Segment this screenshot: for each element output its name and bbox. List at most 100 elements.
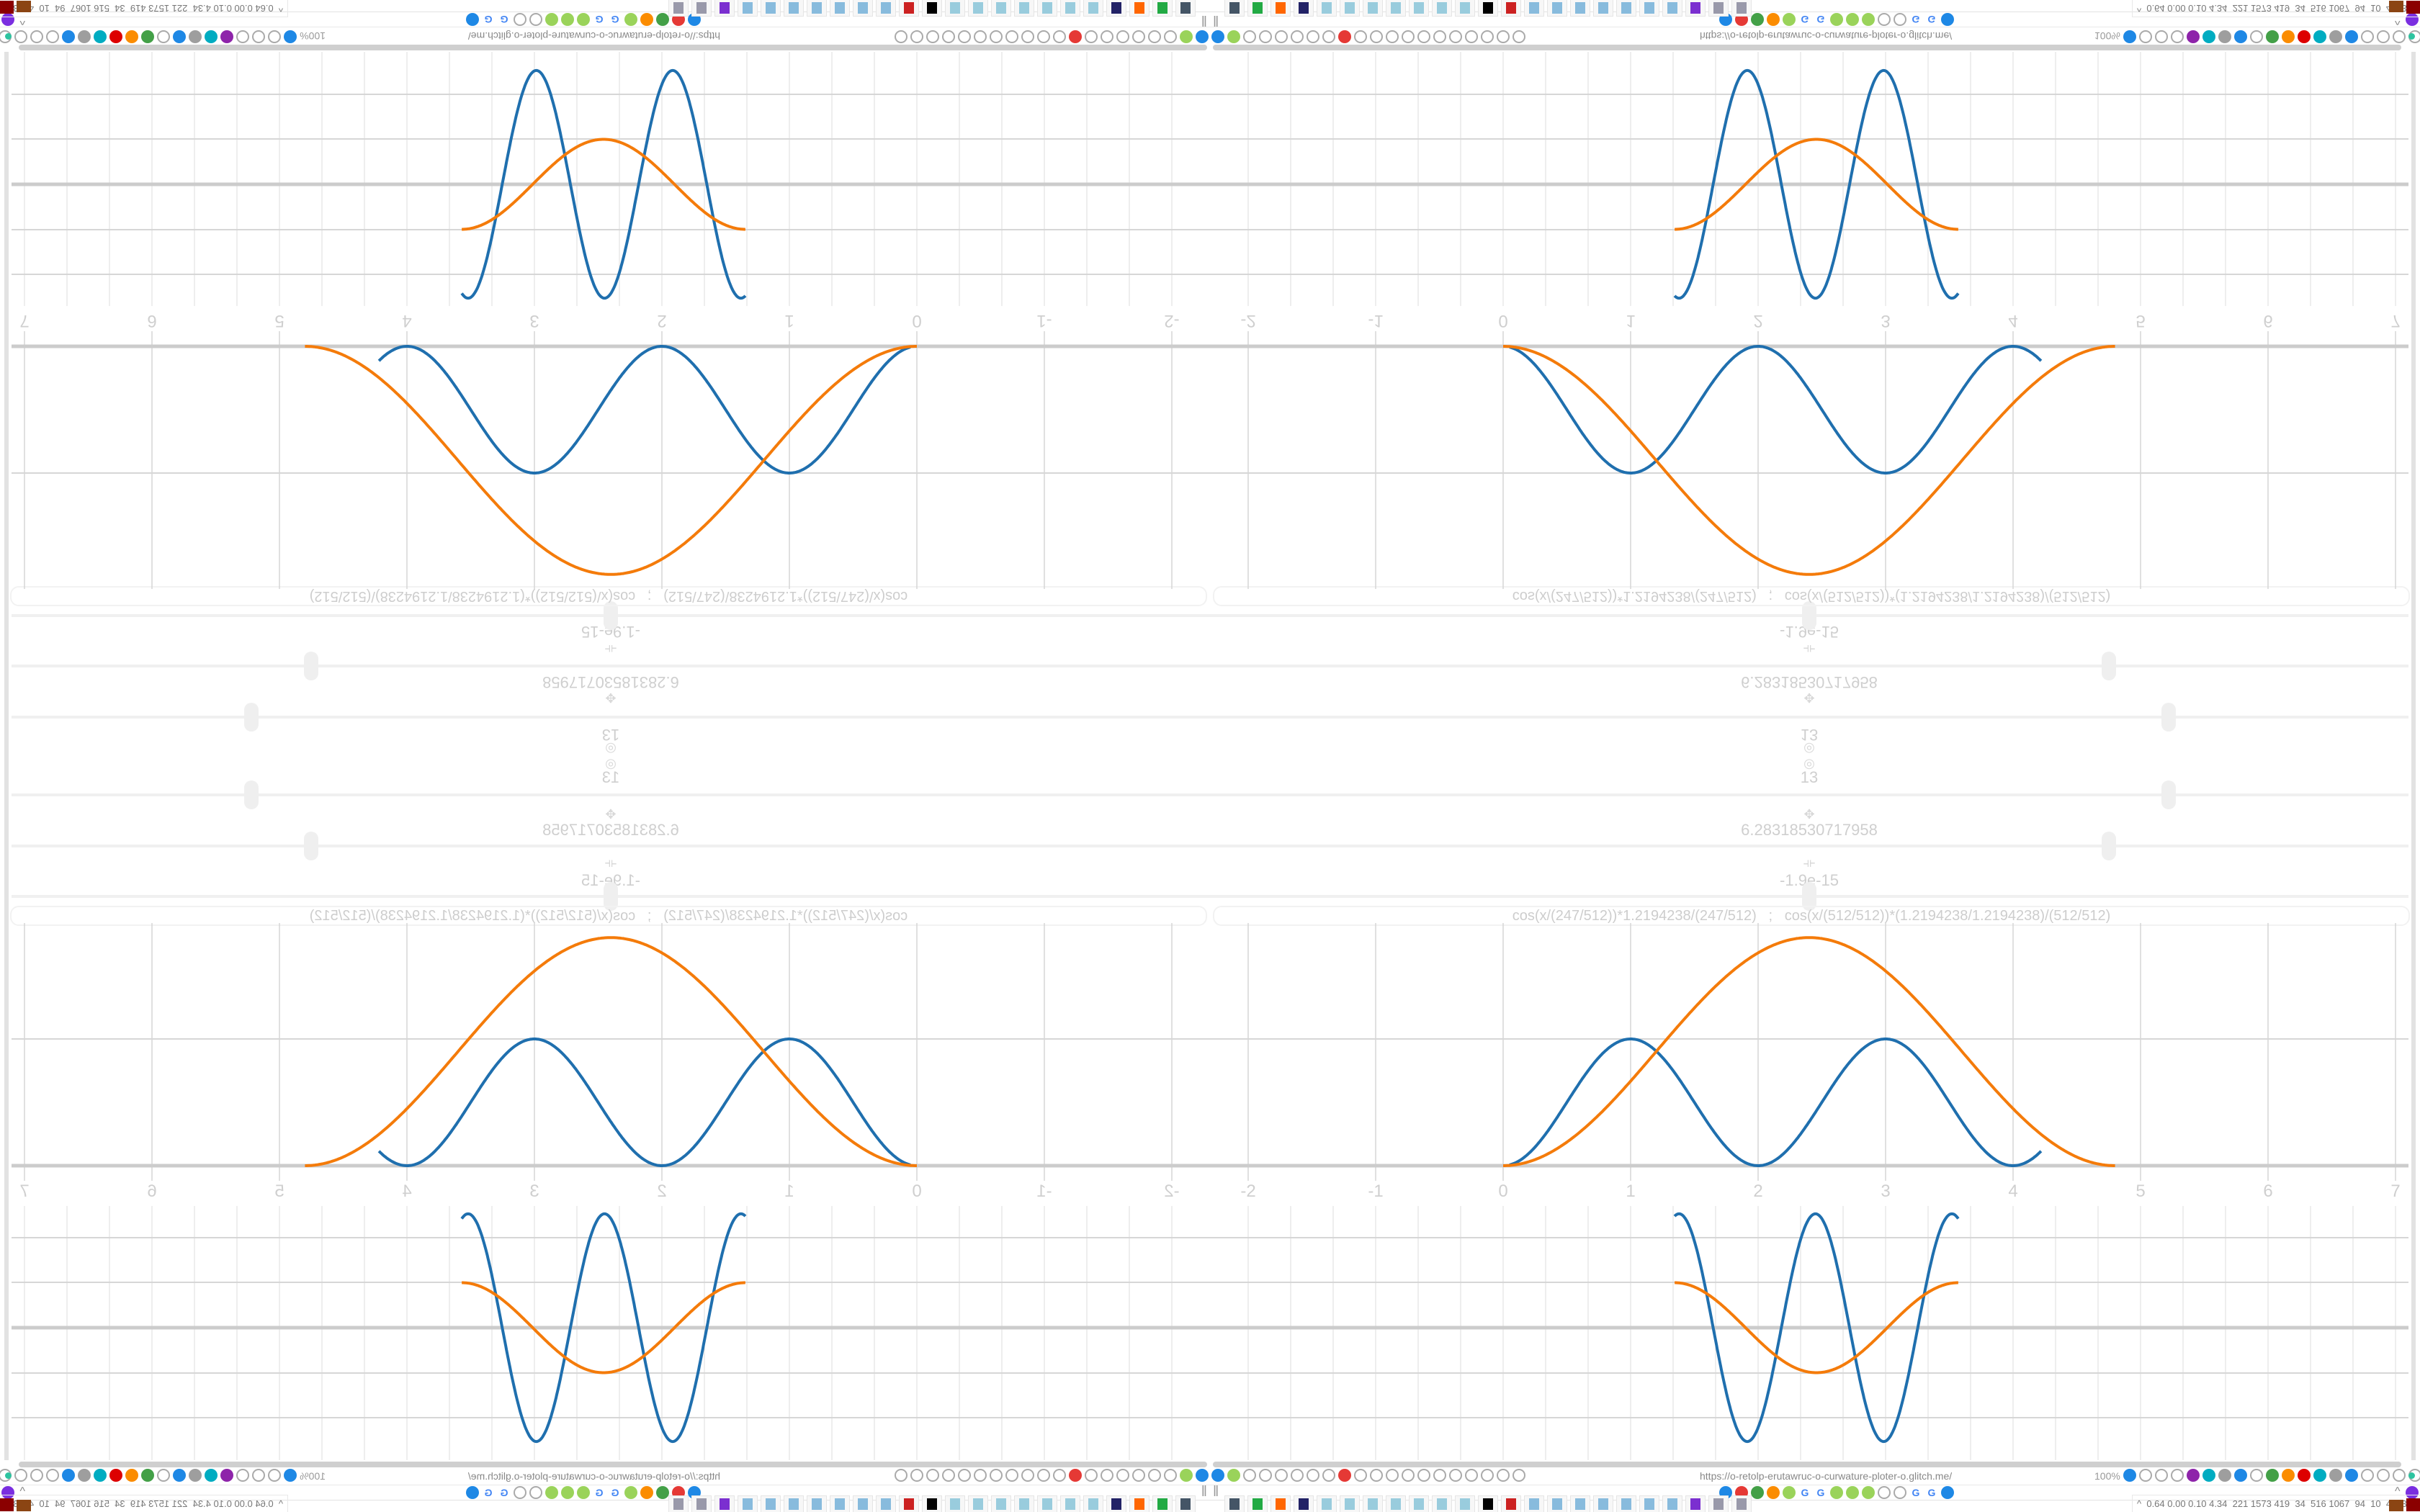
horizontal-scrollbar[interactable] <box>19 1462 1207 1467</box>
reload-icon[interactable] <box>2171 30 2184 43</box>
circle-icon[interactable] <box>974 1469 987 1482</box>
color-picker-icon[interactable] <box>205 1469 218 1482</box>
globe-icon[interactable] <box>1243 1469 1256 1482</box>
leaf-icon[interactable] <box>624 1486 637 1499</box>
document-app[interactable] <box>691 0 712 17</box>
vertical-scrollbar[interactable] <box>4 756 9 1460</box>
red-record-icon[interactable] <box>109 30 122 43</box>
upload-icon[interactable] <box>2282 30 2295 43</box>
horizontal-scrollbar[interactable] <box>1213 45 2401 50</box>
calculator-app[interactable] <box>784 1495 804 1512</box>
green-g-icon[interactable] <box>1830 13 1843 26</box>
circle-icon[interactable] <box>1433 1469 1446 1482</box>
firefox-app[interactable] <box>1129 1495 1150 1512</box>
headphones-icon[interactable] <box>1275 1469 1288 1482</box>
circle-icon[interactable] <box>1402 1469 1415 1482</box>
notepad-app[interactable] <box>1409 0 1429 17</box>
headphones-icon[interactable] <box>1116 30 1129 43</box>
google-icon[interactable]: G <box>1814 13 1827 26</box>
translate-icon[interactable] <box>2218 1469 2231 1482</box>
document-app[interactable] <box>1708 1495 1729 1512</box>
circle-icon[interactable] <box>1402 30 1415 43</box>
filter-icon[interactable] <box>1196 30 1209 43</box>
star-icon[interactable] <box>268 1469 281 1482</box>
calculator-app[interactable] <box>1524 0 1544 17</box>
filter-icon[interactable] <box>1211 30 1224 43</box>
google-icon[interactable]: G <box>498 1486 511 1499</box>
green-g-icon[interactable] <box>545 1486 558 1499</box>
trash-icon[interactable] <box>2313 1469 2326 1482</box>
star-icon[interactable] <box>2139 30 2152 43</box>
google-icon[interactable]: G <box>482 13 495 26</box>
gear-icon[interactable] <box>1053 30 1066 43</box>
notepad-app[interactable] <box>991 1495 1011 1512</box>
lock-icon[interactable] <box>1512 1469 1525 1482</box>
notepad-app[interactable] <box>945 1495 965 1512</box>
ublock-icon[interactable] <box>46 1469 59 1482</box>
tray-toggle[interactable]: ^ <box>2137 3 2142 14</box>
wrench-icon[interactable] <box>1322 1469 1335 1482</box>
document-app[interactable] <box>668 0 689 17</box>
archive-icon[interactable] <box>2345 1469 2358 1482</box>
reload-icon[interactable] <box>236 1469 249 1482</box>
dot-icon[interactable] <box>958 1469 971 1482</box>
inkscape-app[interactable] <box>922 0 942 17</box>
notepad-app[interactable] <box>1083 0 1103 17</box>
globe-icon[interactable] <box>1370 1469 1383 1482</box>
plus-icon[interactable] <box>2266 1469 2279 1482</box>
tray-toggle[interactable]: ^ <box>2137 1498 2142 1509</box>
green-g-icon[interactable] <box>577 1486 590 1499</box>
google-icon[interactable]: G <box>1909 1486 1922 1499</box>
shield-icon[interactable] <box>30 30 43 43</box>
trash-icon[interactable] <box>94 1469 107 1482</box>
notepad-app[interactable] <box>1432 0 1452 17</box>
dot-icon[interactable] <box>1417 30 1430 43</box>
headphones-icon[interactable] <box>1132 1469 1145 1482</box>
green-g-icon[interactable] <box>561 1486 574 1499</box>
cube-icon[interactable] <box>1767 1486 1780 1499</box>
globe-icon[interactable] <box>1148 30 1161 43</box>
notepad-app[interactable] <box>1317 0 1337 17</box>
download-icon[interactable] <box>220 30 233 43</box>
lock-icon[interactable] <box>1512 30 1525 43</box>
mouse-icon[interactable] <box>2234 1469 2247 1482</box>
upload-icon[interactable] <box>125 30 138 43</box>
notepad-app[interactable] <box>1409 1495 1429 1512</box>
mouse-icon[interactable] <box>2234 30 2247 43</box>
orange-gear-icon[interactable] <box>529 13 542 26</box>
calculator-app[interactable] <box>1547 0 1567 17</box>
share-icon[interactable] <box>78 1469 91 1482</box>
headphones-icon[interactable] <box>1116 1469 1129 1482</box>
document-app[interactable] <box>1731 0 1752 17</box>
red-app[interactable] <box>899 1495 919 1512</box>
color-picker-icon[interactable] <box>205 30 218 43</box>
globe-icon[interactable] <box>1148 1469 1161 1482</box>
share-icon[interactable] <box>78 30 91 43</box>
firefox-icon[interactable] <box>1338 1469 1351 1482</box>
calculator-app[interactable] <box>830 0 850 17</box>
floppy-app[interactable] <box>1294 1495 1314 1512</box>
google-icon[interactable]: G <box>1798 13 1811 26</box>
monitor-app[interactable] <box>1224 0 1245 17</box>
calculator-app[interactable] <box>1547 1495 1567 1512</box>
slider-track-3[interactable] <box>1210 882 2408 911</box>
dot-icon[interactable] <box>1449 30 1462 43</box>
tray-toggle[interactable]: ^ <box>278 1498 283 1509</box>
floppy-app[interactable] <box>1294 0 1314 17</box>
headphones-icon[interactable] <box>1291 1469 1304 1482</box>
gear-icon[interactable] <box>1053 1469 1066 1482</box>
ublock-icon[interactable] <box>2361 30 2374 43</box>
calculator-app[interactable] <box>807 1495 827 1512</box>
notepad-app[interactable] <box>1060 1495 1080 1512</box>
wrench-icon[interactable] <box>1322 30 1335 43</box>
calculator-app[interactable] <box>876 0 896 17</box>
notepad-app[interactable] <box>1060 0 1080 17</box>
circle-icon[interactable] <box>974 30 987 43</box>
notepad-app[interactable] <box>1455 1495 1475 1512</box>
translate-icon[interactable] <box>189 30 202 43</box>
vertical-scrollbar[interactable] <box>4 52 9 756</box>
notepad-app[interactable] <box>1363 0 1383 17</box>
shield-icon[interactable] <box>30 1469 43 1482</box>
red-record-icon[interactable] <box>109 1469 122 1482</box>
dot-icon[interactable] <box>1386 1469 1399 1482</box>
